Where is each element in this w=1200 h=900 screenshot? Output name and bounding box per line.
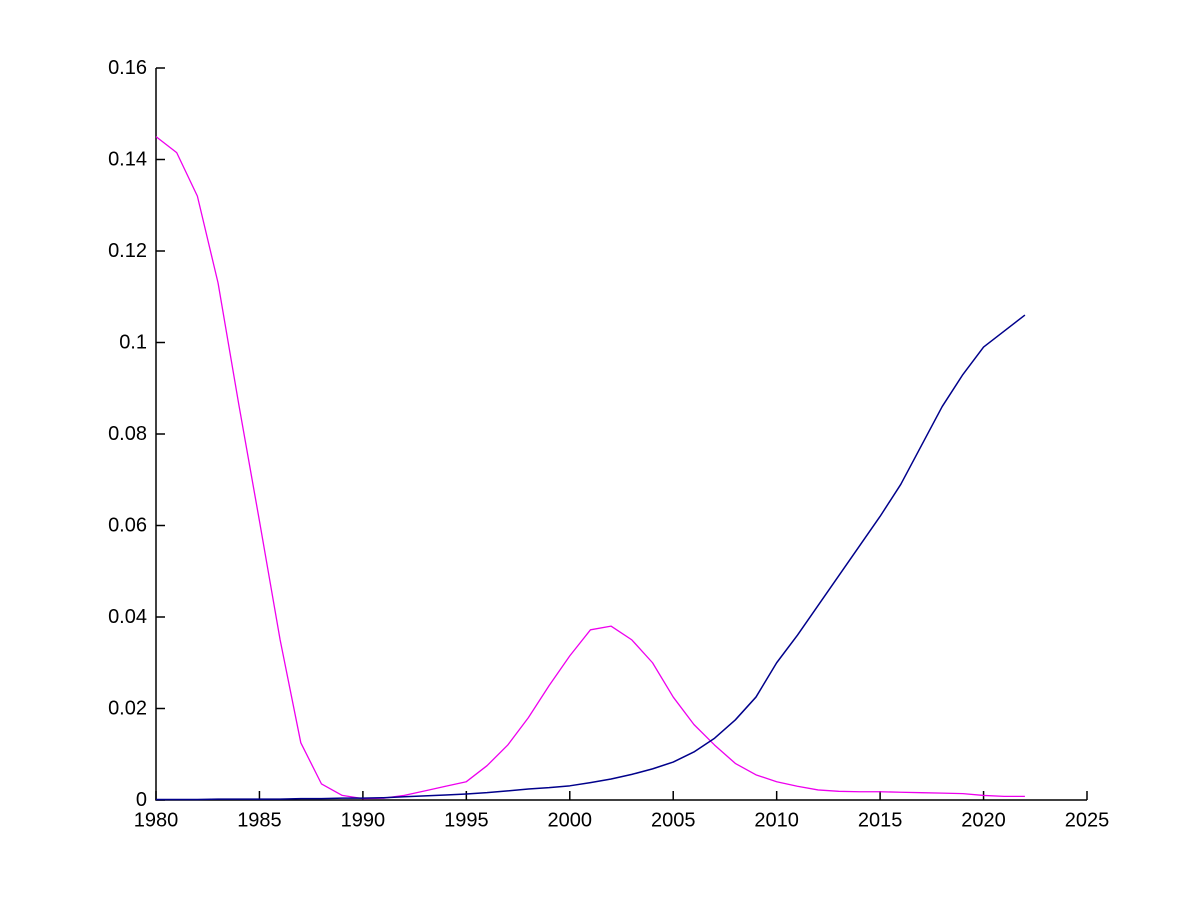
x-tick-label: 1995: [444, 809, 489, 831]
x-tick-label: 2010: [754, 809, 799, 831]
y-tick-label: 0.16: [108, 57, 147, 79]
navy-series-line: [156, 314, 1026, 801]
y-tick-label: 0.1: [119, 332, 147, 354]
x-tick-label: 2005: [651, 809, 696, 831]
y-tick-label: 0: [136, 789, 147, 811]
y-tick-label: 0.08: [108, 423, 147, 445]
y-tick-label: 0.04: [108, 606, 147, 628]
x-tick-label: 1980: [134, 809, 179, 831]
magenta-series-line: [155, 136, 1025, 800]
y-tick-label: 0.02: [108, 698, 147, 720]
y-tick-label: 0.12: [108, 240, 147, 262]
x-tick-label: 2000: [548, 809, 593, 831]
x-tick-label: 1985: [237, 809, 282, 831]
x-tick-label: 1990: [341, 809, 386, 831]
x-tick-label: 2020: [961, 809, 1006, 831]
x-tick-label: 2015: [858, 809, 903, 831]
y-tick-label: 0.14: [108, 149, 147, 171]
x-tick-label: 2025: [1065, 809, 1110, 831]
y-tick-label: 0.06: [108, 515, 147, 537]
axes-lines: [155, 68, 1087, 801]
